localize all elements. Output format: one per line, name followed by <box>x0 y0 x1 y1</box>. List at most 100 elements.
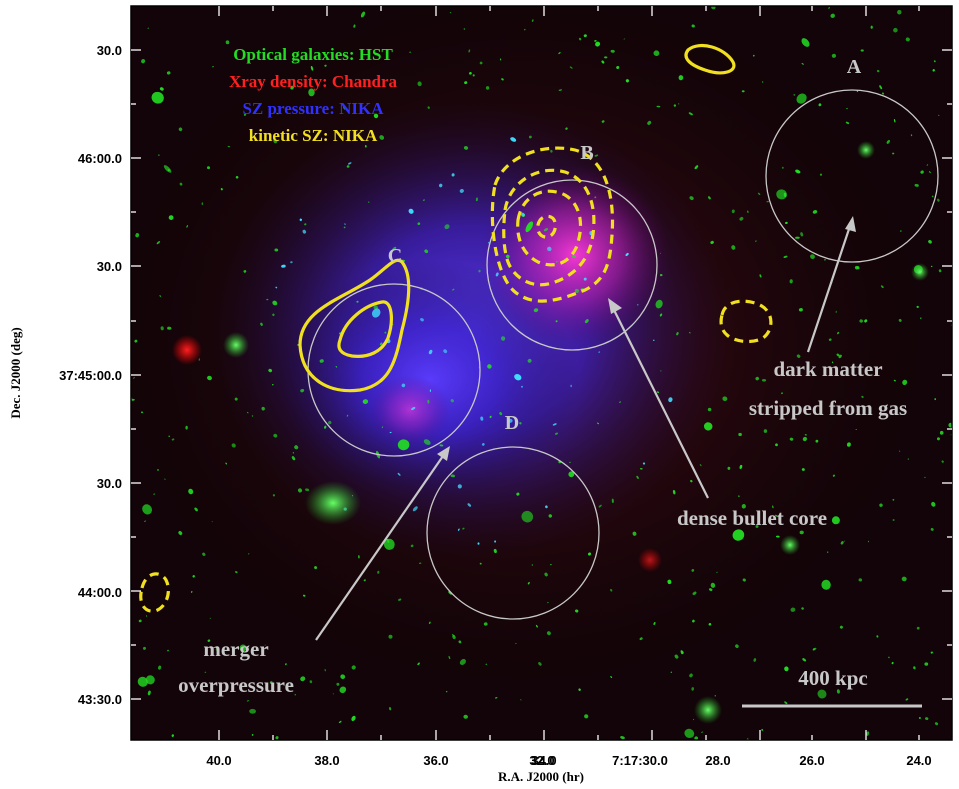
galaxy <box>159 87 164 91</box>
galaxy <box>533 308 539 313</box>
galaxy <box>297 488 303 493</box>
galaxy <box>610 675 613 679</box>
galaxy <box>381 426 384 429</box>
galaxy <box>481 443 485 446</box>
galaxy <box>761 81 764 83</box>
ksz-contour-inner <box>337 300 393 358</box>
galaxy <box>363 579 366 582</box>
galaxy <box>383 538 395 550</box>
galaxy <box>249 708 256 714</box>
galaxy <box>462 527 465 530</box>
galaxy <box>555 320 558 323</box>
galaxy <box>699 464 702 467</box>
galaxy <box>784 701 788 705</box>
galaxy <box>755 525 759 528</box>
galaxy <box>524 28 526 31</box>
galaxy <box>377 570 380 574</box>
galaxy <box>818 103 822 107</box>
galaxy <box>781 392 783 395</box>
galaxy <box>141 59 146 64</box>
galaxy <box>480 416 484 421</box>
galaxy <box>146 615 148 617</box>
galaxy <box>264 644 266 646</box>
galaxy <box>225 462 228 465</box>
galaxy <box>916 305 919 309</box>
galaxy <box>290 85 294 90</box>
galaxy <box>138 619 142 623</box>
galaxy <box>499 411 503 416</box>
galaxy <box>545 505 548 509</box>
galaxy <box>171 734 175 737</box>
galaxy <box>401 383 406 388</box>
galaxy <box>783 255 788 258</box>
galaxy <box>494 540 497 543</box>
galaxy <box>397 439 410 451</box>
galaxy <box>427 106 430 109</box>
galaxy <box>501 78 504 81</box>
galaxy <box>815 439 819 443</box>
galaxy <box>285 663 287 666</box>
galaxy <box>831 53 836 58</box>
galaxy <box>910 134 913 137</box>
galaxy <box>251 733 254 736</box>
galaxy <box>812 648 815 651</box>
galaxy <box>680 650 684 655</box>
galaxy <box>168 435 171 438</box>
galaxy <box>335 365 338 368</box>
galaxy <box>515 643 517 644</box>
galaxy <box>547 246 552 252</box>
galaxy <box>201 202 204 206</box>
galaxy <box>819 173 823 176</box>
galaxy <box>801 607 804 610</box>
galaxy <box>207 166 210 170</box>
galaxy <box>446 690 448 693</box>
galaxy <box>424 249 429 254</box>
galaxy <box>459 188 464 193</box>
galaxy <box>864 319 868 323</box>
galaxy <box>938 114 940 116</box>
galaxy <box>159 294 161 298</box>
region-circle-b <box>486 179 658 351</box>
galaxy <box>678 75 684 81</box>
galaxy <box>558 89 562 92</box>
galaxy <box>427 399 430 404</box>
galaxy <box>676 332 679 336</box>
galaxy <box>785 221 788 225</box>
galaxy <box>158 154 160 156</box>
galaxy <box>759 274 762 278</box>
galaxy <box>299 218 302 221</box>
galaxy <box>583 277 587 281</box>
galaxy <box>302 229 307 234</box>
galaxy <box>879 85 883 90</box>
galaxy <box>227 145 231 148</box>
galaxy <box>601 60 605 64</box>
galaxy <box>610 588 613 592</box>
galaxy <box>905 37 910 42</box>
galaxy <box>457 528 460 531</box>
galaxy <box>739 464 743 469</box>
galaxy <box>339 686 347 694</box>
galaxy <box>830 13 835 18</box>
galaxy <box>701 731 704 733</box>
galaxy <box>789 437 794 441</box>
galaxy <box>145 675 155 685</box>
galaxy <box>587 552 592 556</box>
galaxy <box>710 582 716 588</box>
annotation-dark-matter-line2: stripped from gas <box>749 396 907 420</box>
galaxy <box>647 120 652 125</box>
arrow-bullet-core <box>613 309 709 499</box>
galaxy <box>141 411 143 414</box>
galaxy <box>328 420 332 425</box>
galaxy <box>708 623 712 626</box>
galaxy <box>636 475 639 479</box>
galaxy <box>272 383 274 386</box>
galaxy <box>931 195 934 198</box>
galaxy <box>290 261 293 264</box>
galaxy <box>796 354 801 358</box>
x-tick-label: 26.0 <box>799 753 824 768</box>
scale-bar-label: 400 kpc <box>798 666 867 690</box>
galaxy <box>463 714 468 719</box>
galaxy <box>798 308 803 312</box>
galaxy <box>893 119 896 123</box>
